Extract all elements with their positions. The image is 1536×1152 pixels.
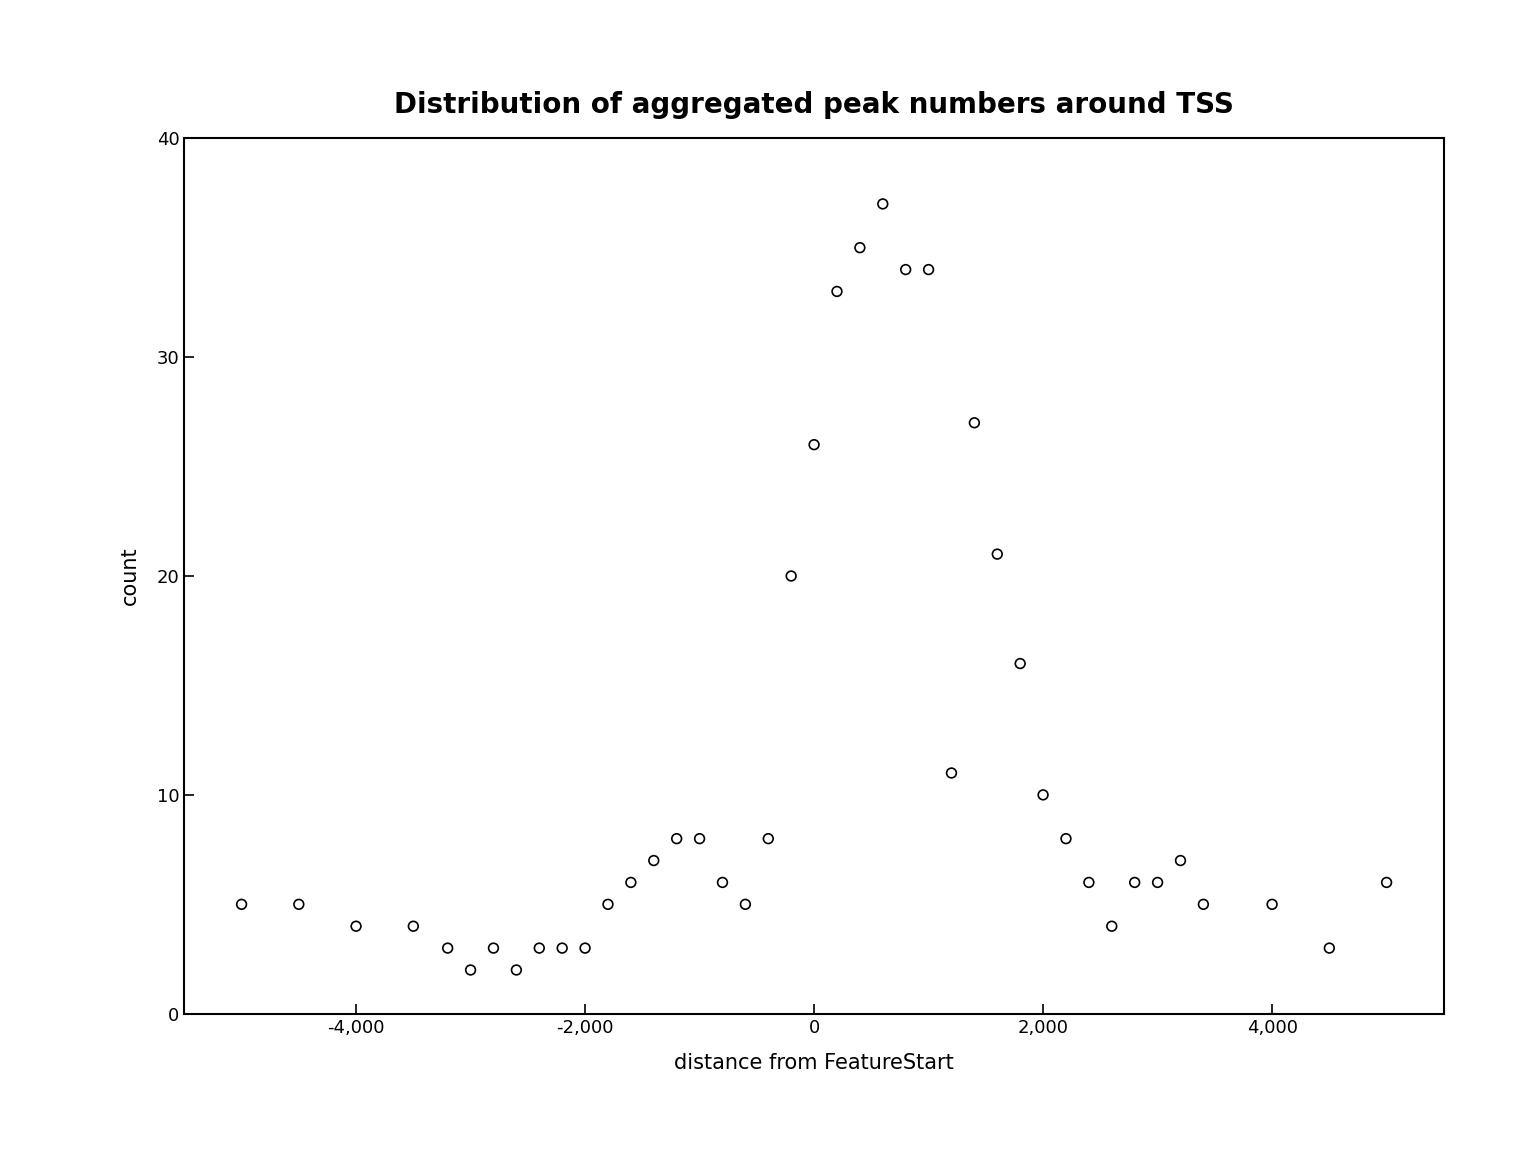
Point [1375, 873, 1399, 892]
Point [871, 195, 895, 213]
Y-axis label: count: count [120, 547, 140, 605]
Point [435, 939, 459, 957]
Point [985, 545, 1009, 563]
Point [1190, 895, 1215, 914]
Point [229, 895, 253, 914]
Point [779, 567, 803, 585]
Point [1054, 829, 1078, 848]
Point [1008, 654, 1032, 673]
Point [401, 917, 425, 935]
Point [894, 260, 919, 279]
Point [1077, 873, 1101, 892]
Point [848, 238, 872, 257]
Point [1146, 873, 1170, 892]
Point [550, 939, 574, 957]
Point [825, 282, 849, 301]
Point [481, 939, 505, 957]
Title: Distribution of aggregated peak numbers around TSS: Distribution of aggregated peak numbers … [395, 91, 1233, 120]
Point [802, 435, 826, 454]
Point [687, 829, 711, 848]
Point [458, 961, 482, 979]
Point [1123, 873, 1147, 892]
Point [962, 414, 986, 432]
Point [1260, 895, 1284, 914]
Point [344, 917, 369, 935]
Point [287, 895, 312, 914]
Point [596, 895, 621, 914]
Point [710, 873, 734, 892]
Point [733, 895, 757, 914]
Point [573, 939, 598, 957]
Point [642, 851, 667, 870]
Point [504, 961, 528, 979]
Point [665, 829, 690, 848]
Point [756, 829, 780, 848]
Point [619, 873, 644, 892]
Point [527, 939, 551, 957]
Point [917, 260, 942, 279]
Point [1100, 917, 1124, 935]
Point [1316, 939, 1341, 957]
Point [1169, 851, 1193, 870]
X-axis label: distance from FeatureStart: distance from FeatureStart [674, 1053, 954, 1074]
Point [1031, 786, 1055, 804]
Point [938, 764, 963, 782]
